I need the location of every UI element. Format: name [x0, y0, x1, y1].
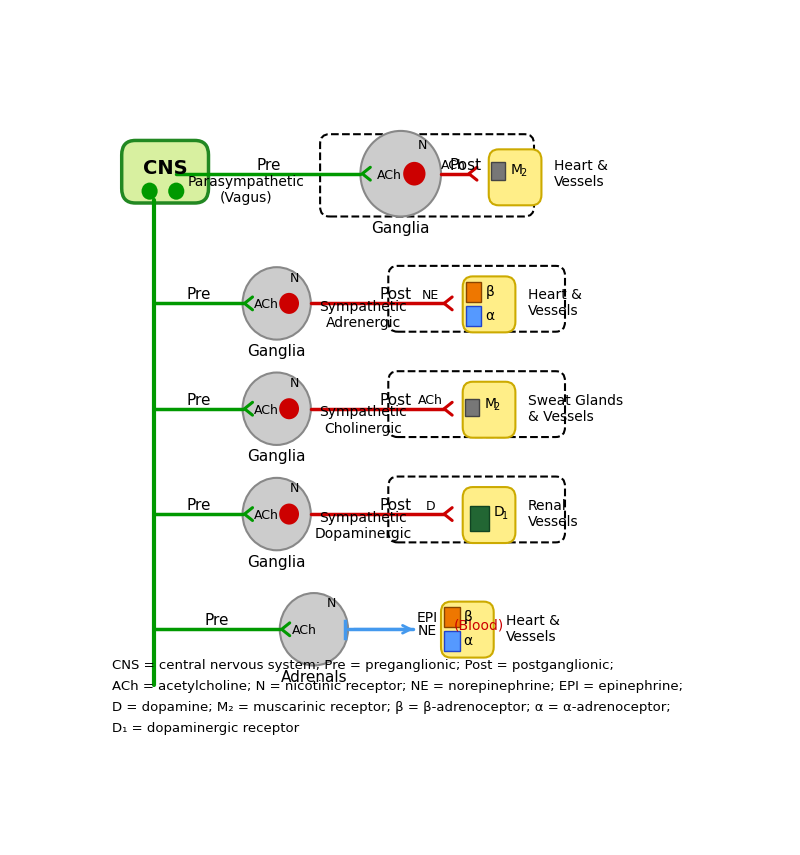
Text: Pre: Pre: [256, 157, 281, 173]
Bar: [466, 282, 482, 302]
Text: D₁ = dopaminergic receptor: D₁ = dopaminergic receptor: [112, 722, 299, 735]
Text: D: D: [494, 505, 505, 519]
Text: ACh: ACh: [291, 624, 317, 637]
Text: Pre: Pre: [186, 498, 210, 513]
Text: Heart &
Vessels: Heart & Vessels: [528, 288, 582, 319]
Circle shape: [280, 593, 348, 665]
Text: Sympathetic
Cholinergic: Sympathetic Cholinergic: [320, 405, 407, 436]
Text: ACh = acetylcholine; N = nicotinic receptor; NE = norepinephrine; EPI = epinephr: ACh = acetylcholine; N = nicotinic recep…: [112, 680, 683, 693]
FancyBboxPatch shape: [489, 150, 542, 205]
Text: D = dopamine; M₂ = muscarinic receptor; β = β-adrenoceptor; α = α-adrenoceptor;: D = dopamine; M₂ = muscarinic receptor; …: [112, 701, 671, 714]
Text: ACh: ACh: [441, 159, 466, 173]
FancyBboxPatch shape: [320, 134, 534, 216]
Text: EPI: EPI: [417, 611, 438, 625]
Text: Parasympathetic
(Vagus): Parasympathetic (Vagus): [187, 175, 304, 205]
Text: N: N: [290, 377, 299, 390]
Text: M: M: [485, 397, 496, 411]
Text: β: β: [464, 610, 473, 624]
Text: Pre: Pre: [186, 287, 210, 303]
Text: CNS = central nervous system; Pre = preganglionic; Post = postganglionic;: CNS = central nervous system; Pre = preg…: [112, 659, 614, 672]
Text: Pre: Pre: [205, 613, 229, 628]
Text: N: N: [418, 139, 427, 152]
Circle shape: [279, 504, 299, 525]
Text: N: N: [327, 598, 336, 610]
Text: CNS: CNS: [142, 159, 187, 178]
Text: Heart &
Vessels: Heart & Vessels: [554, 158, 608, 189]
Circle shape: [142, 183, 158, 200]
Text: Ganglia: Ganglia: [247, 449, 306, 464]
Text: N: N: [290, 272, 299, 285]
Text: ACh: ACh: [418, 394, 443, 407]
Text: Sympathetic
Dopaminergic: Sympathetic Dopaminergic: [315, 510, 412, 541]
Text: M: M: [511, 163, 523, 177]
Bar: [444, 631, 459, 651]
Bar: [466, 305, 482, 326]
Text: NE: NE: [422, 289, 439, 302]
Text: ACh: ACh: [254, 509, 279, 522]
FancyBboxPatch shape: [388, 266, 565, 332]
Circle shape: [360, 131, 441, 216]
Circle shape: [242, 268, 310, 339]
Text: β: β: [486, 285, 494, 299]
Text: α: α: [486, 309, 494, 322]
Text: Post: Post: [380, 287, 412, 303]
Circle shape: [403, 162, 426, 186]
Circle shape: [168, 183, 184, 200]
FancyBboxPatch shape: [441, 602, 494, 657]
FancyBboxPatch shape: [462, 487, 515, 543]
Text: Ganglia: Ganglia: [247, 344, 306, 359]
FancyBboxPatch shape: [122, 140, 209, 203]
Text: Sympathetic
Adrenergic: Sympathetic Adrenergic: [320, 300, 407, 330]
Text: ACh: ACh: [254, 298, 279, 311]
Text: Sweat Glands
& Vessels: Sweat Glands & Vessels: [528, 393, 623, 424]
Text: 1: 1: [502, 510, 509, 521]
Circle shape: [242, 478, 310, 551]
Bar: [491, 162, 505, 180]
Text: N: N: [290, 482, 299, 495]
Text: ACh: ACh: [377, 168, 402, 181]
Text: 2: 2: [494, 403, 500, 412]
Circle shape: [279, 398, 299, 419]
Text: Post: Post: [380, 498, 412, 513]
Text: ACh: ACh: [254, 404, 279, 416]
Text: Heart &
Vessels: Heart & Vessels: [506, 614, 560, 645]
Circle shape: [242, 373, 310, 445]
Circle shape: [279, 293, 299, 314]
Bar: [444, 607, 459, 628]
FancyBboxPatch shape: [388, 476, 565, 542]
Text: (Blood): (Blood): [454, 619, 504, 633]
FancyBboxPatch shape: [462, 276, 515, 333]
Text: Pre: Pre: [186, 392, 210, 408]
Text: NE: NE: [418, 624, 437, 638]
Text: Ganglia: Ganglia: [247, 555, 306, 569]
Bar: [465, 399, 479, 416]
Text: Ganglia: Ganglia: [371, 221, 430, 236]
Bar: [470, 505, 489, 531]
FancyBboxPatch shape: [388, 371, 565, 437]
Text: Adrenals: Adrenals: [281, 669, 347, 685]
Text: Renal
Vessels: Renal Vessels: [528, 499, 578, 529]
Text: Post: Post: [380, 392, 412, 408]
Text: 2: 2: [520, 168, 526, 179]
FancyBboxPatch shape: [462, 381, 515, 438]
Text: α: α: [464, 634, 473, 648]
Text: Post: Post: [450, 157, 482, 173]
Text: D: D: [426, 499, 435, 513]
